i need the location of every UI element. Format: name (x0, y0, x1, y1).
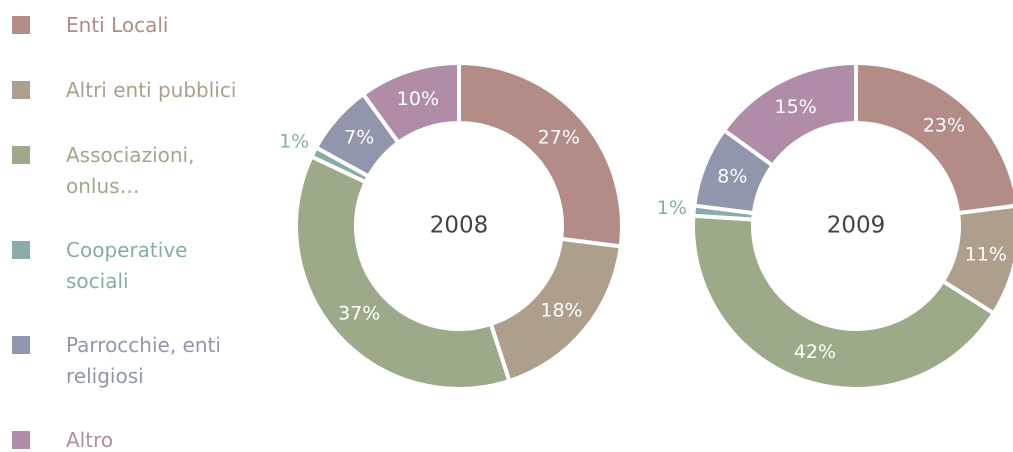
value-label: 8% (717, 166, 747, 188)
legend-label: Associazioni, onlus… (66, 143, 195, 198)
legend-label: Altro (66, 428, 114, 452)
legend-item: Enti Locali (12, 10, 241, 41)
value-label: 7% (344, 127, 374, 149)
legend-swatch (12, 146, 30, 164)
donut-slice (294, 153, 512, 391)
legend-label: Parrocchie, enti religiosi (66, 333, 221, 388)
legend-swatch (12, 16, 30, 34)
legend-label: Altri enti pubblici (66, 78, 237, 102)
donut-slice (691, 213, 997, 391)
legend-item: Altri enti pubblici (12, 75, 241, 106)
legend-swatch (12, 241, 30, 259)
legend-label: Cooperative sociali (66, 238, 188, 293)
legend-swatch (12, 81, 30, 99)
legend-label: Enti Locali (66, 13, 169, 37)
donut-slice (721, 60, 858, 169)
legend-item: Parrocchie, enti religiosi (12, 330, 241, 392)
chart-title: 2009 (827, 213, 886, 239)
value-label: 15% (775, 96, 817, 118)
donut-slice (360, 60, 461, 146)
legend-swatch (12, 431, 30, 449)
value-label: 27% (538, 127, 580, 149)
legend-item: Altro (12, 425, 241, 452)
donut-slice (854, 60, 1013, 216)
legend-swatch (12, 336, 30, 354)
value-label: 42% (794, 341, 836, 363)
value-label: 1% (657, 197, 687, 219)
value-label: 1% (279, 131, 309, 153)
value-label: 10% (397, 88, 439, 110)
donut-slice (457, 60, 624, 249)
legend-item: Associazioni, onlus… (12, 140, 241, 202)
value-label: 11% (965, 244, 1007, 266)
legend-item: Cooperative sociali (12, 235, 241, 297)
value-label: 23% (923, 115, 965, 137)
chart-title: 2008 (430, 213, 489, 239)
value-label: 18% (540, 299, 582, 321)
value-label: 37% (338, 302, 380, 324)
